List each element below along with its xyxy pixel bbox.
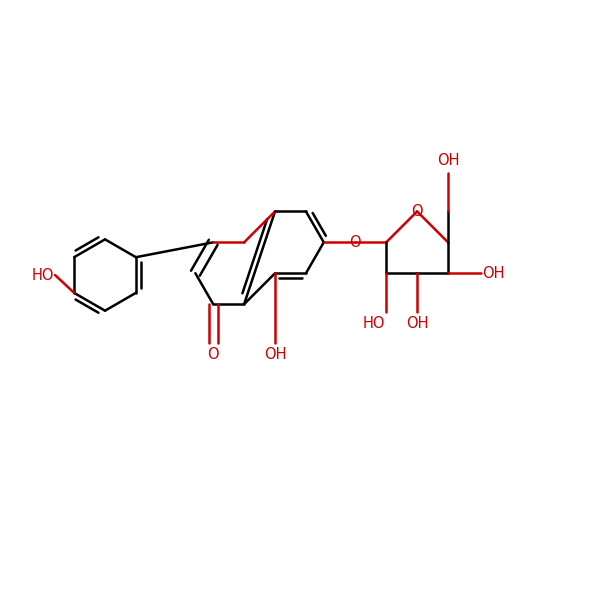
- Text: HO: HO: [31, 268, 54, 283]
- Text: OH: OH: [482, 266, 505, 281]
- Text: OH: OH: [437, 154, 459, 169]
- Text: OH: OH: [264, 347, 286, 362]
- Text: O: O: [208, 347, 219, 362]
- Text: O: O: [411, 204, 423, 219]
- Text: OH: OH: [406, 316, 428, 331]
- Text: HO: HO: [362, 316, 385, 331]
- Text: O: O: [349, 235, 361, 250]
